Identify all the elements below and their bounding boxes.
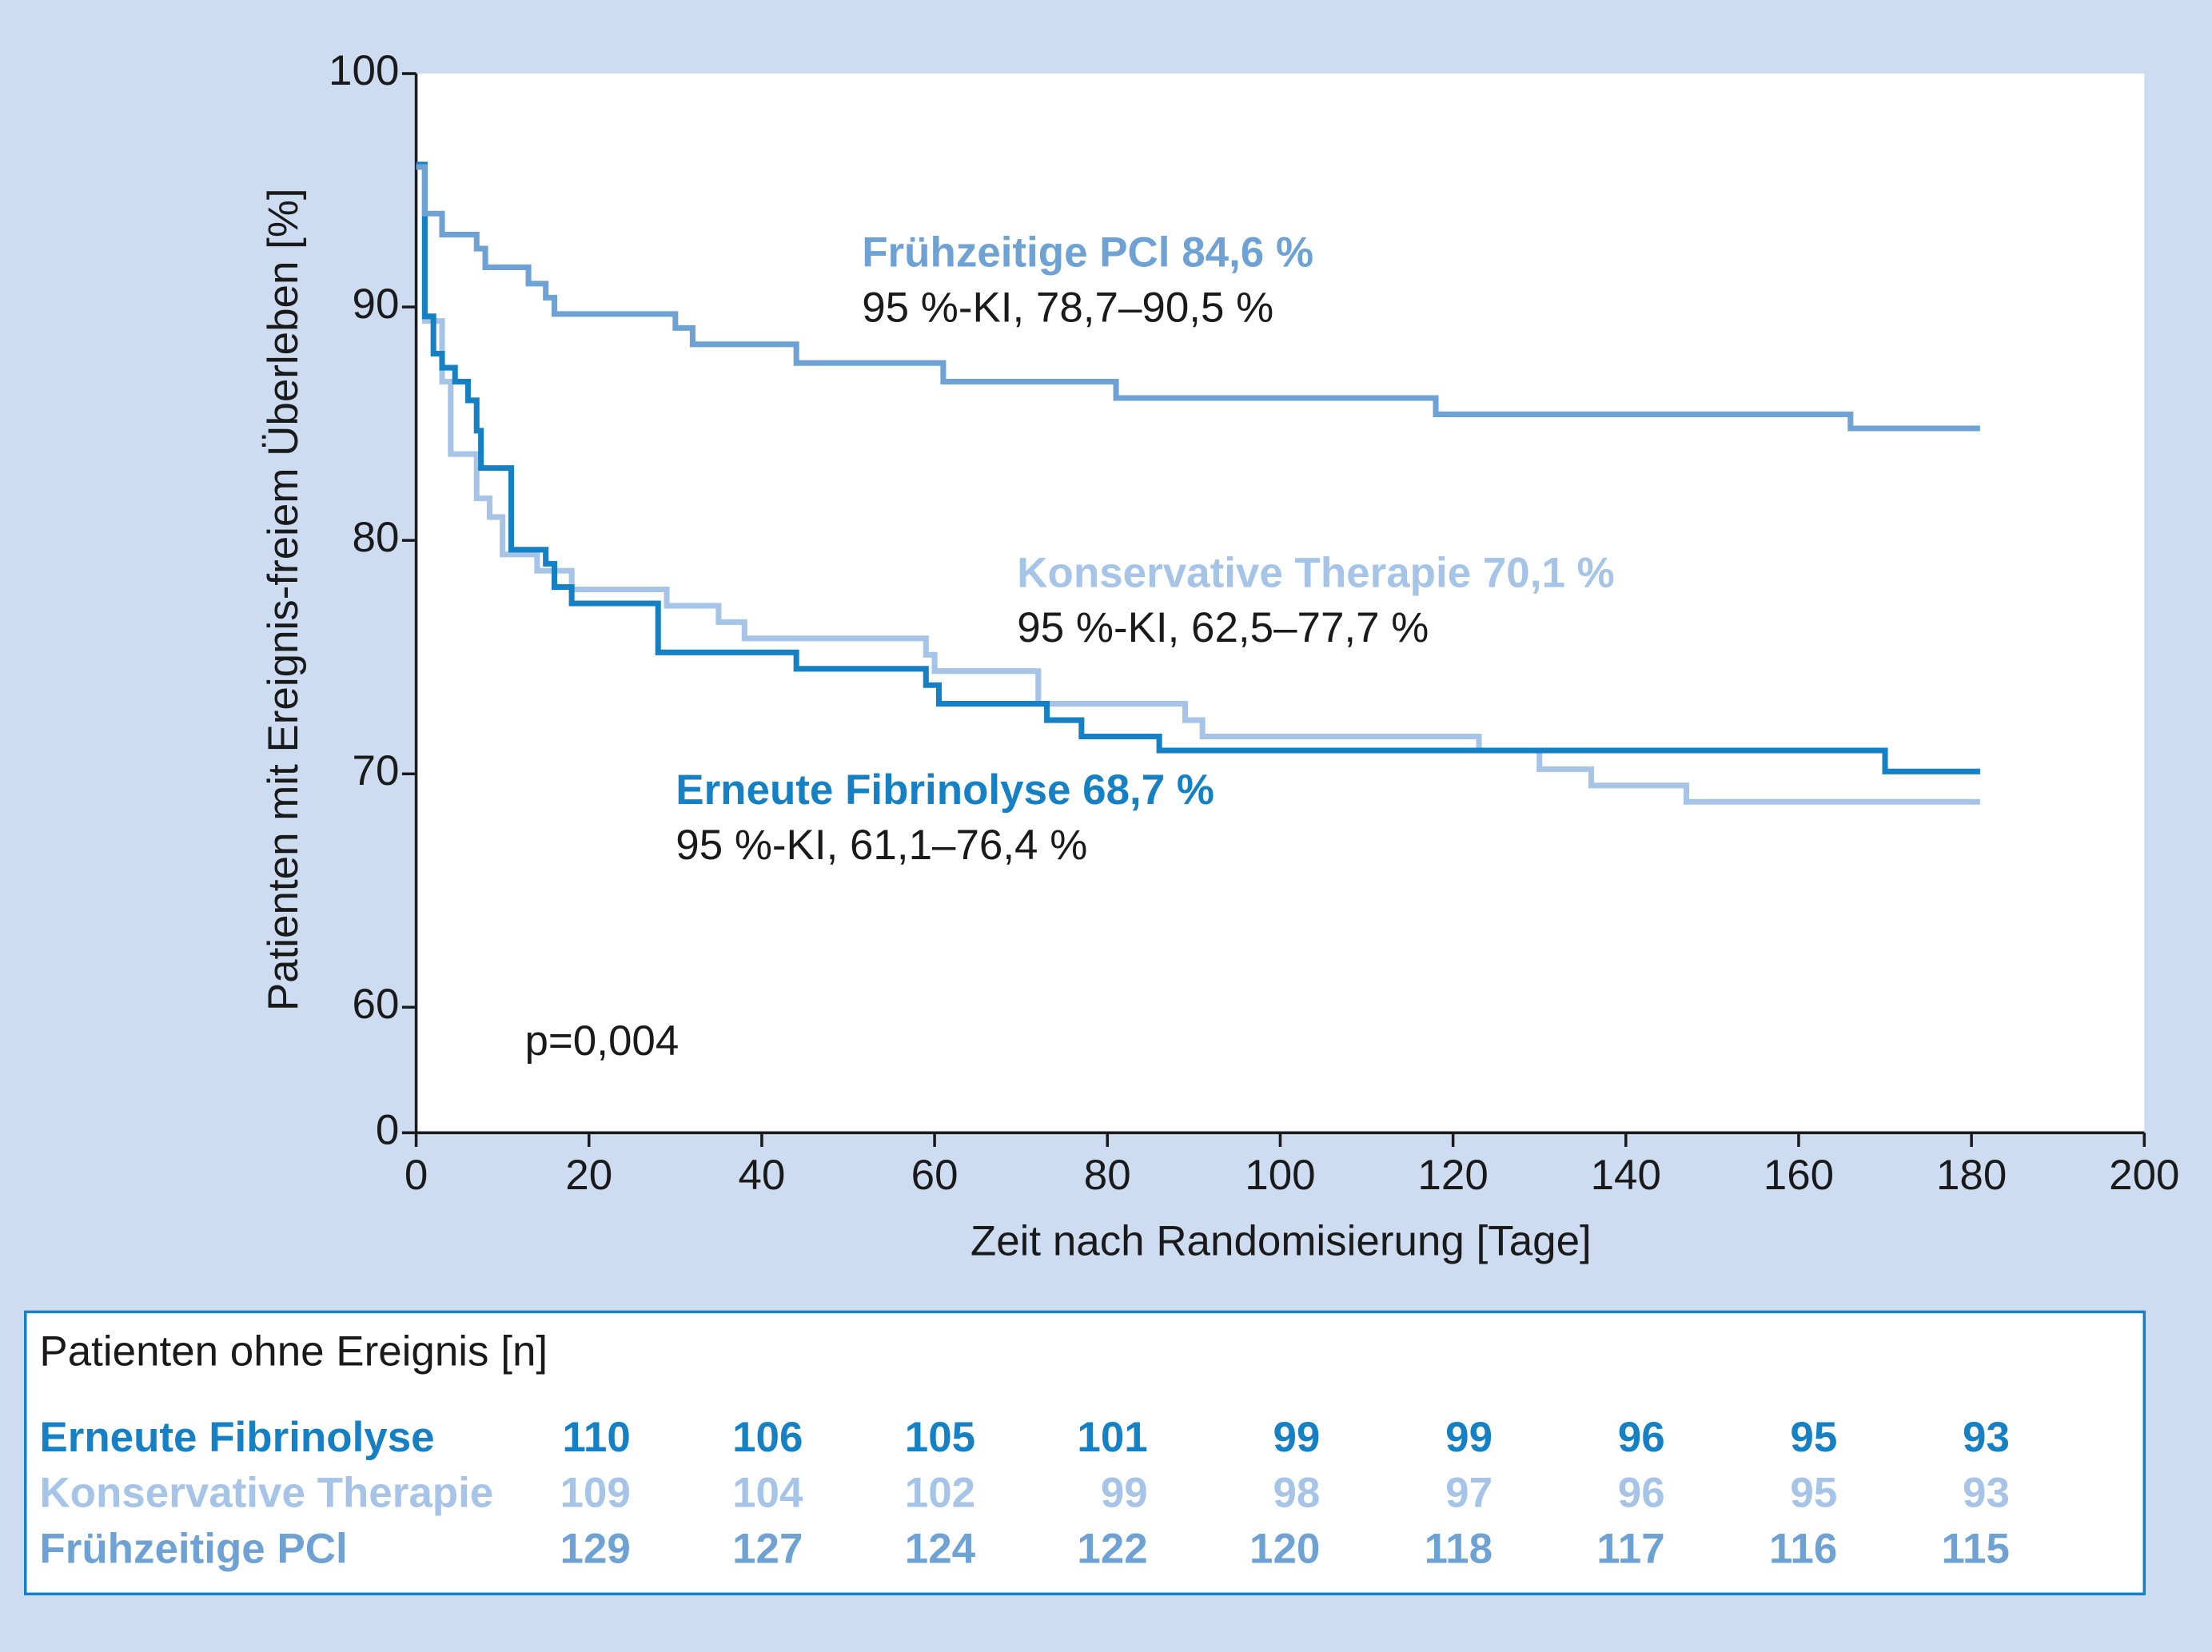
- risk-row-label: Erneute Fibrinolyse: [39, 1414, 434, 1461]
- x-tick-label: 100: [1245, 1152, 1315, 1199]
- risk-count: 122: [1077, 1525, 1147, 1572]
- x-tick-label: 0: [405, 1152, 428, 1199]
- x-tick-label: 200: [2109, 1152, 2179, 1199]
- risk-count: 93: [1963, 1414, 2010, 1461]
- y-tick-label: 90: [353, 281, 400, 328]
- risk-count: 104: [732, 1470, 803, 1517]
- risk-count: 95: [1790, 1470, 1837, 1517]
- series-ci: 95 %-KI, 78,7–90,5 %: [862, 284, 1273, 331]
- risk-count: 95: [1790, 1414, 1837, 1461]
- series-ci: 95 %-KI, 61,1–76,4 %: [676, 822, 1087, 869]
- risk-table-title: Patienten ohne Ereignis [n]: [39, 1328, 548, 1375]
- risk-count: 97: [1445, 1470, 1493, 1517]
- risk-count: 127: [732, 1525, 803, 1572]
- risk-count: 105: [905, 1414, 975, 1461]
- risk-count: 99: [1273, 1414, 1320, 1461]
- risk-count: 118: [1425, 1525, 1493, 1572]
- x-tick-label: 40: [738, 1152, 785, 1199]
- x-tick-label: 140: [1591, 1152, 1661, 1199]
- risk-count: 124: [905, 1525, 976, 1572]
- x-tick-label: 60: [911, 1152, 959, 1199]
- y-tick-label: 80: [353, 514, 400, 561]
- survival-curve: [416, 161, 1980, 774]
- risk-count: 110: [562, 1414, 630, 1461]
- x-tick-label: 120: [1417, 1152, 1488, 1199]
- p-value: p=0,004: [524, 1017, 679, 1065]
- risk-count: 93: [1963, 1470, 2010, 1517]
- risk-count: 96: [1618, 1470, 1665, 1517]
- risk-count: 99: [1101, 1470, 1148, 1517]
- risk-count: 98: [1273, 1470, 1320, 1517]
- y-axis-label: Patienten mit Ereignis-freiem Überleben …: [260, 188, 307, 1011]
- risk-count: 115: [1942, 1525, 2010, 1572]
- risk-row-label: Konservative Therapie: [39, 1470, 493, 1517]
- y-tick-label: 60: [353, 981, 400, 1028]
- risk-count: 116: [1769, 1525, 1837, 1572]
- series-ci: 95 %-KI, 62,5–77,7 %: [1017, 604, 1429, 651]
- y-tick-label: 0: [376, 1106, 399, 1153]
- series-label: Erneute Fibrinolyse 68,7 %: [676, 766, 1214, 814]
- risk-count: 106: [732, 1414, 803, 1461]
- x-tick-label: 80: [1084, 1152, 1131, 1199]
- risk-count: 96: [1618, 1414, 1665, 1461]
- x-axis-label: Zeit nach Randomisierung [Tage]: [970, 1218, 1592, 1265]
- series-label: Frühzeitige PCl 84,6 %: [862, 229, 1313, 277]
- y-tick-label: 100: [329, 47, 399, 94]
- series-label: Konservative Therapie 70,1 %: [1017, 549, 1614, 596]
- x-tick-label: 20: [565, 1152, 612, 1199]
- x-tick-label: 180: [1936, 1152, 2007, 1199]
- y-tick-label: 70: [353, 747, 400, 794]
- risk-row-label: Frühzeitige PCl: [39, 1525, 347, 1572]
- risk-count: 102: [905, 1470, 975, 1517]
- risk-count: 120: [1249, 1525, 1320, 1572]
- x-tick-label: 160: [1764, 1152, 1834, 1199]
- risk-count: 99: [1445, 1414, 1493, 1461]
- survival-curve: [416, 164, 1980, 432]
- risk-table-box: [23, 1310, 2146, 1596]
- risk-count: 109: [560, 1470, 630, 1517]
- risk-count: 117: [1596, 1525, 1664, 1572]
- risk-count: 101: [1077, 1414, 1147, 1461]
- risk-count: 129: [560, 1525, 630, 1572]
